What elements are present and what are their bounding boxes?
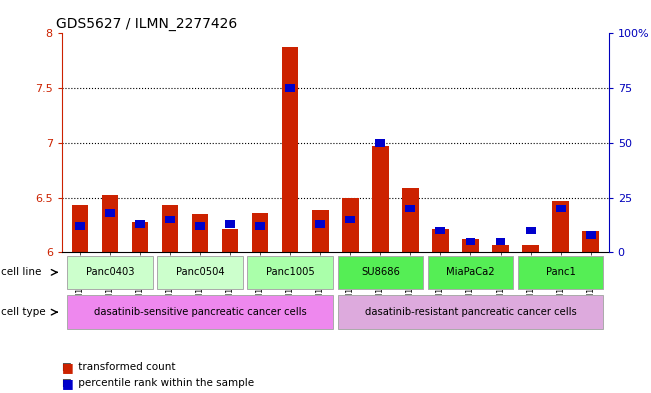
Text: GDS5627 / ILMN_2277426: GDS5627 / ILMN_2277426: [57, 17, 238, 31]
Bar: [586, 231, 596, 239]
Bar: [465, 238, 475, 245]
Bar: [135, 220, 145, 228]
Bar: [67, 296, 333, 329]
Text: ■  transformed count: ■ transformed count: [62, 362, 175, 373]
Text: Panc1: Panc1: [546, 267, 575, 277]
Bar: [225, 220, 235, 228]
Bar: [402, 188, 419, 252]
Bar: [67, 255, 153, 289]
Bar: [247, 255, 333, 289]
Bar: [337, 296, 603, 329]
Bar: [315, 220, 326, 228]
Text: Panc0504: Panc0504: [176, 267, 225, 277]
Bar: [436, 227, 445, 234]
Bar: [462, 239, 478, 252]
Bar: [255, 222, 265, 230]
Bar: [522, 245, 539, 252]
Bar: [432, 230, 449, 252]
Bar: [518, 255, 603, 289]
Bar: [132, 222, 148, 252]
Bar: [161, 206, 178, 252]
Bar: [525, 227, 536, 234]
Bar: [72, 206, 88, 252]
Text: dasatinib-resistant pancreatic cancer cells: dasatinib-resistant pancreatic cancer ce…: [365, 307, 576, 317]
Bar: [345, 216, 355, 223]
Text: ■: ■: [62, 361, 74, 374]
Text: Panc1005: Panc1005: [266, 267, 314, 277]
Bar: [552, 201, 569, 252]
Text: cell type: cell type: [1, 307, 46, 317]
Text: dasatinib-sensitive pancreatic cancer cells: dasatinib-sensitive pancreatic cancer ce…: [94, 307, 307, 317]
Bar: [495, 238, 505, 245]
Bar: [222, 230, 238, 252]
Bar: [105, 209, 115, 217]
Bar: [195, 222, 205, 230]
Bar: [252, 213, 268, 252]
Bar: [583, 231, 599, 252]
Bar: [492, 245, 509, 252]
Bar: [372, 146, 389, 252]
Bar: [556, 205, 566, 213]
Bar: [337, 255, 423, 289]
Text: Panc0403: Panc0403: [86, 267, 134, 277]
Bar: [342, 198, 359, 252]
Text: ■  percentile rank within the sample: ■ percentile rank within the sample: [62, 378, 254, 388]
Text: cell line: cell line: [1, 267, 41, 277]
Bar: [165, 216, 175, 223]
Bar: [376, 139, 385, 147]
Bar: [406, 205, 415, 213]
Text: ■: ■: [62, 376, 74, 390]
Bar: [102, 195, 118, 252]
Bar: [428, 255, 513, 289]
Bar: [158, 255, 243, 289]
Bar: [192, 214, 208, 252]
Bar: [285, 84, 295, 92]
Bar: [75, 222, 85, 230]
Bar: [312, 210, 329, 252]
Bar: [282, 46, 298, 252]
Text: SU8686: SU8686: [361, 267, 400, 277]
Text: MiaPaCa2: MiaPaCa2: [446, 267, 495, 277]
